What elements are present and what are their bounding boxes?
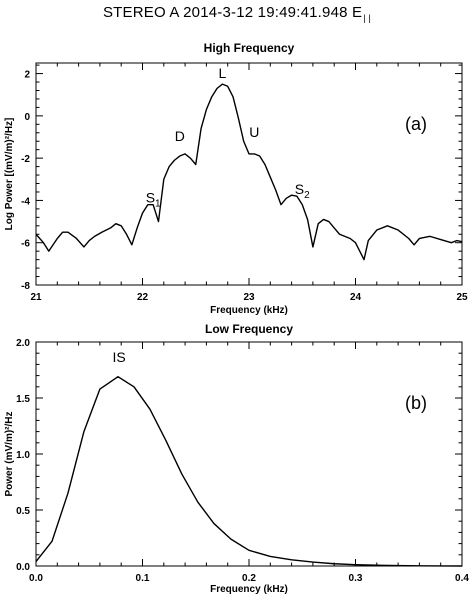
chart-panel-low-frequency: Low Frequency 0.0 0.1 0.2 0.3 0.4 0.0 0.5 1.0 1.5… [4,322,469,595]
annotation-s2: S2 [295,181,310,201]
x-tick-label: 0.3 [349,573,363,584]
figure-title-text: STEREO A 2014-3-12 19:49:41.948 E [102,4,363,21]
series-line [35,83,463,261]
y-tick-label: -8 [21,281,30,292]
chart-title: High Frequency [204,41,295,55]
x-tick-label: 21 [30,292,42,303]
x-axis-label: Frequency (kHz) [210,584,288,595]
annotation-subscript: 2 [304,190,310,201]
y-axis-label: Log Power [(mV/m)²/Hz] [4,118,15,231]
y-tick-label: -6 [21,239,30,250]
annotation-l: L [218,65,226,81]
y-tick-label: 2.0 [16,338,30,349]
y-tick-label: 0 [24,112,30,123]
x-tick-label: 22 [137,292,149,303]
annotation-is: IS [112,349,125,365]
figure-title: STEREO A 2014-3-12 19:49:41.948 E| | [0,4,474,23]
y-tick-label: 0.0 [16,562,30,573]
x-tick-label: 0.4 [455,573,469,584]
series-line [35,376,463,567]
plot-frame [35,62,463,286]
annotation-u: U [249,124,259,140]
annotation-d: D [175,128,185,144]
y-tick-label: -4 [21,196,30,207]
x-tick-label: 23 [243,292,255,303]
x-tick-label: 24 [350,292,362,303]
x-axis-label: Frequency (kHz) [210,305,288,316]
figure-title-subscript: | | [363,13,372,23]
y-tick-label: -2 [21,154,30,165]
y-tick-label: 2 [24,70,30,81]
plot-frame [35,341,463,567]
y-tick-label: 0.5 [16,506,30,517]
y-tick-label: 1.0 [16,450,30,461]
y-axis-label: Power (mV/m)²/Hz [4,411,15,496]
annotation-subscript: 1 [155,199,161,210]
x-tick-label: 0.1 [136,573,150,584]
chart-title: Low Frequency [205,322,293,336]
panel-label: (b) [405,393,427,413]
x-tick-label: 25 [456,292,468,303]
x-tick-label: 0.0 [29,573,43,584]
y-tick-label: 1.5 [16,394,30,405]
panel-label: (a) [405,114,427,134]
x-tick-label: 0.2 [242,573,256,584]
